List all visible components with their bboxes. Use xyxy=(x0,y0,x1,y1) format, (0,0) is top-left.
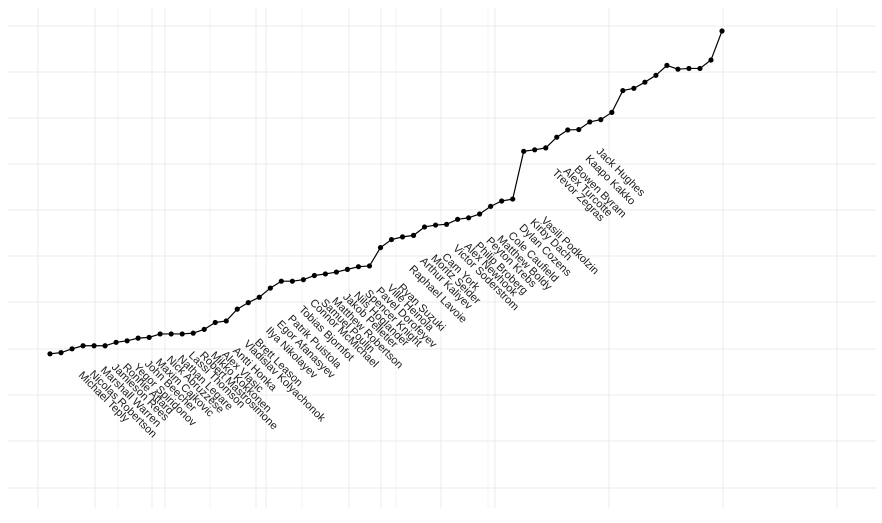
data-point xyxy=(521,148,527,154)
data-point xyxy=(631,85,637,91)
data-point xyxy=(212,319,218,326)
data-point xyxy=(587,119,593,125)
data-point xyxy=(179,331,185,337)
data-point xyxy=(190,330,196,336)
data-point xyxy=(443,221,450,227)
data-point xyxy=(410,232,417,238)
data-point xyxy=(399,234,406,240)
data-point xyxy=(499,198,505,204)
data-point xyxy=(708,57,714,63)
data-point xyxy=(234,306,240,312)
data-point xyxy=(366,263,373,269)
data-point xyxy=(201,326,207,332)
data-point xyxy=(432,222,439,228)
data-point xyxy=(311,272,317,279)
data-point xyxy=(278,278,284,284)
data-point xyxy=(322,271,329,277)
data-point xyxy=(168,331,174,337)
data-point xyxy=(576,126,582,133)
data-point xyxy=(124,338,130,344)
data-point xyxy=(455,216,461,222)
data-point xyxy=(609,109,615,115)
data-point xyxy=(664,62,670,68)
data-point xyxy=(388,236,395,243)
series-points xyxy=(47,28,725,357)
data-point xyxy=(598,117,604,123)
data-point xyxy=(620,87,626,94)
data-point xyxy=(245,300,251,306)
data-point xyxy=(675,66,681,72)
data-point xyxy=(697,65,703,72)
data-point xyxy=(333,269,340,275)
data-point xyxy=(466,215,472,221)
data-point xyxy=(477,211,483,217)
data-point xyxy=(421,224,428,230)
data-point xyxy=(642,79,648,85)
data-point xyxy=(223,318,229,324)
data-point xyxy=(58,350,64,356)
data-point xyxy=(532,147,538,153)
data-point xyxy=(510,196,516,202)
data-point xyxy=(69,346,75,352)
data-point xyxy=(267,285,273,291)
data-point xyxy=(543,145,549,151)
grid xyxy=(8,8,876,508)
data-point xyxy=(344,266,351,272)
data-point xyxy=(355,264,362,270)
data-point xyxy=(554,134,560,140)
data-point xyxy=(102,343,108,349)
data-point xyxy=(146,334,152,340)
data-point xyxy=(377,244,384,251)
data-point xyxy=(653,72,659,78)
data-point xyxy=(488,203,494,209)
data-point xyxy=(80,343,86,349)
data-point xyxy=(300,277,306,283)
data-point xyxy=(719,28,725,34)
data-point xyxy=(91,343,97,349)
data-point xyxy=(135,335,141,341)
data-point xyxy=(47,351,53,357)
data-point xyxy=(157,331,163,337)
data-point xyxy=(113,339,119,345)
data-point xyxy=(256,294,262,300)
data-point xyxy=(565,127,571,133)
data-point xyxy=(686,65,692,72)
data-point xyxy=(289,278,295,284)
